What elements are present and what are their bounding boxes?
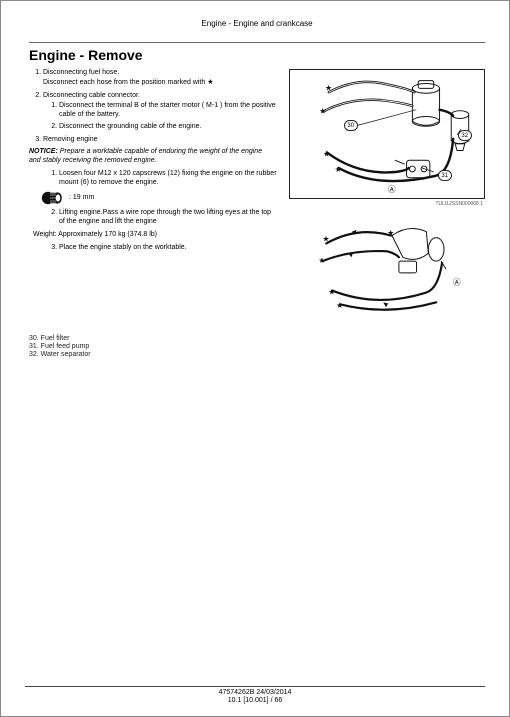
- step-2-sublist: Disconnect the terminal B of the starter…: [43, 102, 279, 131]
- svg-text:★: ★: [387, 229, 394, 238]
- step-3-sublist-2: Lifting engine.Pass a wire rope through …: [29, 209, 279, 227]
- footer: 47574262B 24/03/2014 10.1 [10.001] / 66: [25, 686, 485, 704]
- content-row: Disconnecting fuel hose. Disconnect each…: [29, 69, 485, 325]
- svg-text:★: ★: [334, 165, 341, 174]
- step-3-sublist-3: Place the engine stably on the worktable…: [29, 244, 279, 253]
- figure-2-arrow: Ⓐ: [453, 277, 461, 288]
- figure-1-label-32: 32: [458, 130, 472, 141]
- header-rule: [29, 42, 485, 43]
- figure-1-caption: TULI12SSN000068 1: [289, 201, 485, 207]
- svg-text:★: ★: [328, 287, 335, 296]
- svg-text:★: ★: [318, 256, 325, 265]
- notice: NOTICE: Prepare a worktable capable of e…: [29, 148, 279, 166]
- page-title: Engine - Remove: [29, 47, 485, 63]
- socket-size: : 19 mm: [69, 194, 94, 203]
- part-32: 32. Water separator: [29, 351, 485, 358]
- socket-icon: [41, 190, 63, 206]
- text-column: Disconnecting fuel hose. Disconnect each…: [29, 69, 279, 325]
- figure-1-label-30: 30: [344, 120, 358, 131]
- figure-1-label-31: 31: [438, 170, 452, 181]
- svg-text:★: ★: [325, 83, 332, 92]
- figure-column: ★ ★ ★ ★ 30 32 31 Ⓐ TULI12SS: [289, 69, 485, 325]
- page: Engine - Engine and crankcase Engine - R…: [0, 0, 510, 717]
- footer-pagenum: 10.1 [10.001] / 66: [25, 697, 485, 704]
- footer-docnum: 47574262B 24/03/2014: [25, 686, 485, 696]
- step-3-3: Place the engine stably on the worktable…: [59, 244, 279, 253]
- step-2: Disconnecting cable connector. Disconnec…: [43, 92, 279, 132]
- step-3-head: Removing engine: [43, 136, 97, 143]
- svg-text:★: ★: [319, 107, 326, 116]
- figure-1-arrow: Ⓐ: [388, 184, 396, 195]
- step-1-line: Disconnect each hose from the position m…: [43, 79, 279, 88]
- figure-1: ★ ★ ★ ★ 30 32 31 Ⓐ: [289, 69, 485, 199]
- step-1-head: Disconnecting fuel hose.: [43, 69, 119, 76]
- figure-2-svg: ★ ★ ★ ★ ★: [289, 213, 485, 323]
- figure-2: ★ ★ ★ ★ ★ Ⓐ: [289, 213, 485, 323]
- notice-label: NOTICE:: [29, 148, 58, 155]
- parts-list: 30. Fuel filter 31. Fuel feed pump 32. W…: [29, 335, 485, 358]
- figure-1-svg: ★ ★ ★ ★: [290, 70, 484, 198]
- weight-line: Weight: Approximately 170 kg (374.8 lb): [33, 231, 279, 240]
- svg-text:★: ★: [336, 301, 343, 310]
- svg-text:★: ★: [322, 235, 329, 244]
- part-31: 31. Fuel feed pump: [29, 343, 485, 350]
- steps-list: Disconnecting fuel hose. Disconnect each…: [29, 69, 279, 144]
- part-30: 30. Fuel filter: [29, 335, 485, 342]
- notice-text: Prepare a worktable capable of enduring …: [29, 148, 262, 164]
- step-2-head: Disconnecting cable connector.: [43, 92, 140, 99]
- step-2-1: Disconnect the terminal B of the starter…: [59, 102, 279, 120]
- step-1: Disconnecting fuel hose. Disconnect each…: [43, 69, 279, 88]
- header-section: Engine - Engine and crankcase: [29, 19, 485, 28]
- step-2-2: Disconnect the grounding cable of the en…: [59, 123, 279, 132]
- socket-line: : 19 mm: [41, 190, 279, 206]
- step-3: Removing engine: [43, 136, 279, 145]
- step-3-2: Lifting engine.Pass a wire rope through …: [59, 209, 279, 227]
- step-3-1: Loosen four M12 x 120 capscrews (12) fix…: [59, 170, 279, 188]
- step-3-sublist: Loosen four M12 x 120 capscrews (12) fix…: [29, 170, 279, 188]
- svg-text:★: ★: [323, 149, 330, 158]
